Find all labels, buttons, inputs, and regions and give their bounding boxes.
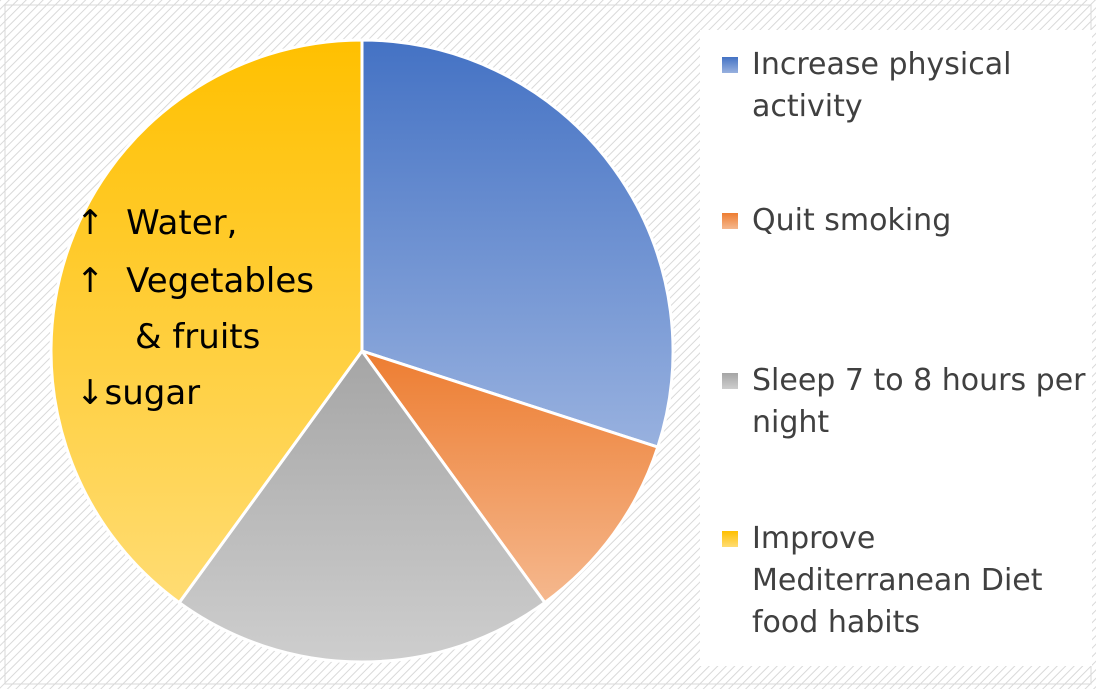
- legend-item: Sleep 7 to 8 hours per night: [722, 360, 1092, 444]
- legend-label: Increase physical activity: [752, 47, 1012, 124]
- annotation: ↑ Vegetables: [76, 261, 314, 301]
- legend-swatch: [722, 57, 738, 73]
- annotation: ↓sugar: [76, 373, 200, 413]
- legend-item: Increase physical activity: [722, 44, 1092, 128]
- legend-label: Improve Mediterranean Diet food habits: [752, 521, 1043, 640]
- annotation: & fruits: [135, 317, 260, 357]
- pie-slice: [360, 38, 675, 449]
- legend-swatch: [722, 373, 738, 389]
- legend-item: Improve Mediterranean Diet food habits: [722, 518, 1092, 644]
- pie-slice: [49, 38, 364, 605]
- legend: Increase physical activity Quit smoking Sl…: [700, 30, 1092, 666]
- pie-slice: [358, 348, 660, 605]
- legend-item: Quit smoking: [722, 200, 1092, 242]
- annotation: ↑ Water,: [76, 203, 237, 243]
- legend-swatch: [722, 213, 738, 229]
- pie-slice: [177, 348, 547, 664]
- legend-label: Sleep 7 to 8 hours per night: [752, 363, 1086, 440]
- legend-swatch: [722, 531, 738, 547]
- legend-label: Quit smoking: [752, 203, 952, 238]
